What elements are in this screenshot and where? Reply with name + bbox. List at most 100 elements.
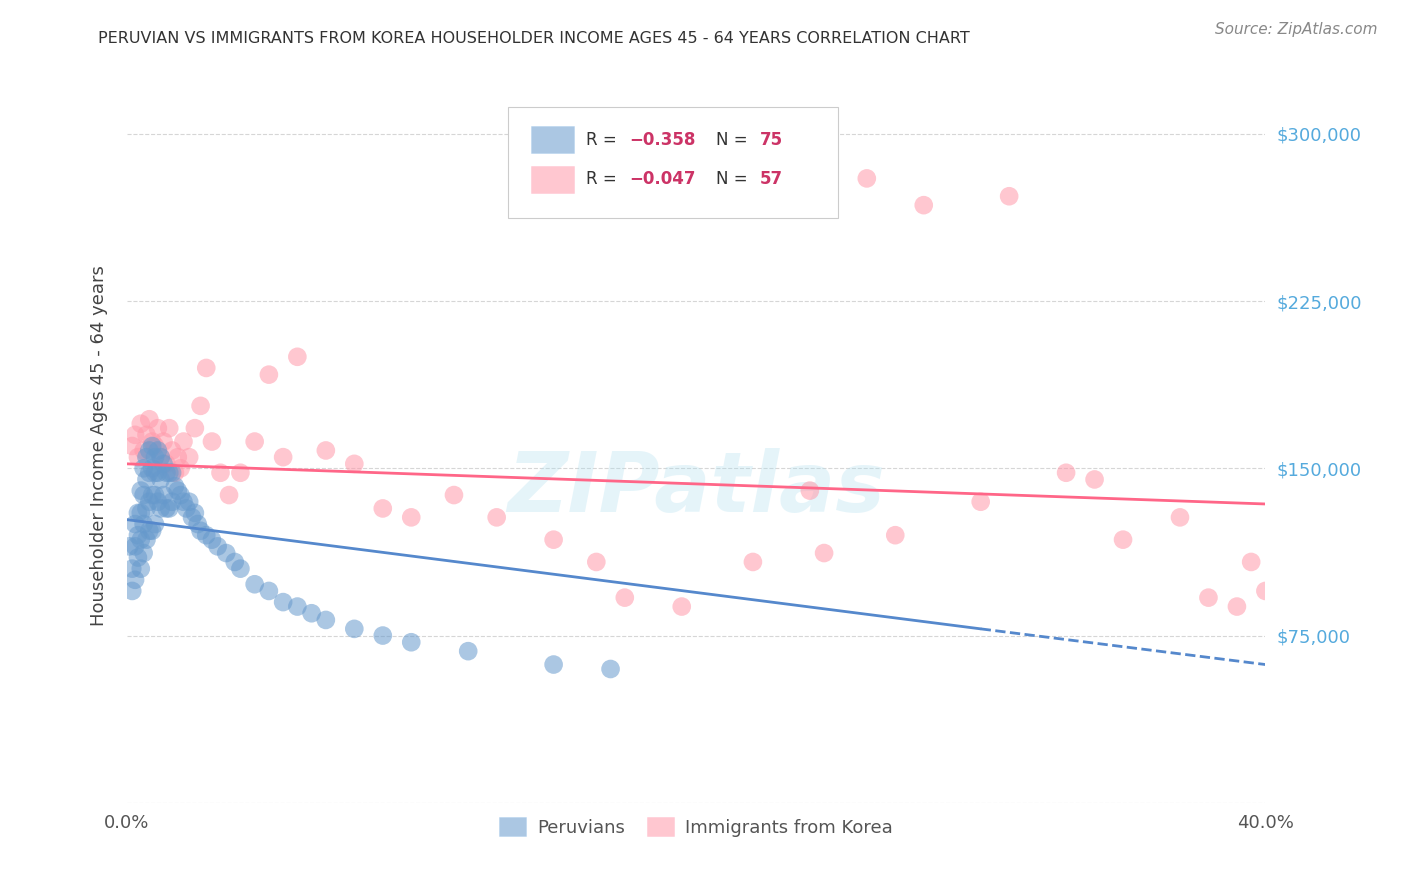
Point <box>121 583 143 598</box>
Point <box>315 443 337 458</box>
Point <box>135 450 157 464</box>
Point <box>799 483 821 498</box>
Point <box>599 662 621 676</box>
Point <box>146 443 169 458</box>
Text: 57: 57 <box>759 170 783 188</box>
Point <box>201 533 224 547</box>
Point <box>1054 466 1077 480</box>
FancyBboxPatch shape <box>508 107 838 218</box>
Point <box>152 488 174 502</box>
Point <box>143 516 166 531</box>
Point <box>195 360 218 375</box>
Point <box>970 494 993 508</box>
Point <box>1084 472 1107 486</box>
Point <box>543 533 565 547</box>
Point <box>1112 533 1135 547</box>
Point <box>127 450 149 464</box>
Legend: Peruvians, Immigrants from Korea: Peruvians, Immigrants from Korea <box>492 809 900 844</box>
Point <box>190 399 212 413</box>
Point <box>132 516 155 531</box>
Point <box>813 546 835 560</box>
Point <box>138 466 160 480</box>
Point <box>195 528 218 542</box>
Text: R =: R = <box>585 131 621 149</box>
FancyBboxPatch shape <box>531 166 574 193</box>
Point <box>124 539 146 553</box>
Point <box>124 427 146 442</box>
Point <box>585 555 607 569</box>
Point <box>157 501 180 516</box>
Point <box>443 488 465 502</box>
Point <box>229 562 252 576</box>
Point <box>135 533 157 547</box>
Point <box>457 644 479 658</box>
Point <box>132 443 155 458</box>
Point <box>1168 510 1191 524</box>
Point <box>163 466 186 480</box>
Point <box>132 546 155 560</box>
Point <box>184 506 207 520</box>
Point <box>243 434 266 449</box>
Point <box>1198 591 1220 605</box>
Point <box>129 533 152 547</box>
Point <box>998 189 1021 203</box>
Point <box>855 171 877 186</box>
Text: −0.047: −0.047 <box>628 170 696 188</box>
Point <box>121 562 143 576</box>
Point <box>127 506 149 520</box>
Point <box>1226 599 1249 614</box>
Point <box>155 466 177 480</box>
Text: ZIPatlas: ZIPatlas <box>508 449 884 529</box>
Point <box>141 439 163 453</box>
Point <box>166 450 188 464</box>
Point <box>1240 555 1263 569</box>
Text: N =: N = <box>717 170 754 188</box>
Point <box>172 434 194 449</box>
Point <box>257 583 280 598</box>
Point <box>157 421 180 435</box>
Point <box>121 439 143 453</box>
Point <box>152 434 174 449</box>
Point <box>143 488 166 502</box>
Point <box>371 501 394 516</box>
Point <box>160 443 183 458</box>
Point <box>343 457 366 471</box>
Point <box>884 528 907 542</box>
Point <box>146 466 169 480</box>
Point <box>671 599 693 614</box>
Point <box>163 479 186 493</box>
Point <box>149 501 172 516</box>
Point <box>271 595 294 609</box>
Point <box>129 483 152 498</box>
Point <box>224 555 246 569</box>
Point <box>152 457 174 471</box>
Point <box>243 577 266 591</box>
Point <box>141 524 163 538</box>
Point <box>371 628 394 642</box>
Point <box>129 562 152 576</box>
Point <box>118 539 141 553</box>
Point <box>135 501 157 516</box>
Point <box>257 368 280 382</box>
Point <box>401 635 423 649</box>
Y-axis label: Householder Income Ages 45 - 64 years: Householder Income Ages 45 - 64 years <box>90 266 108 626</box>
Text: R =: R = <box>585 170 621 188</box>
Point <box>287 350 309 364</box>
Point <box>155 501 177 516</box>
Point <box>143 439 166 453</box>
Point <box>169 488 191 502</box>
Point <box>141 461 163 475</box>
Point <box>155 457 177 471</box>
Point <box>146 494 169 508</box>
Point <box>209 466 232 480</box>
Point <box>187 516 209 531</box>
Point <box>912 198 935 212</box>
Point <box>218 488 240 502</box>
Point <box>1254 583 1277 598</box>
Point <box>127 550 149 565</box>
Point <box>124 516 146 531</box>
Point <box>138 524 160 538</box>
Point <box>271 450 294 464</box>
Point <box>343 622 366 636</box>
Point <box>135 472 157 486</box>
